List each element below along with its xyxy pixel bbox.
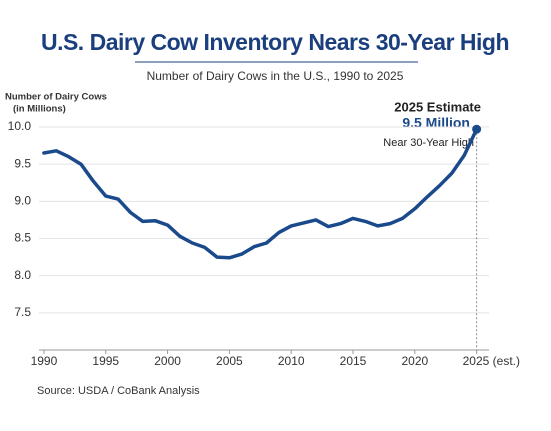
y-tick-label: 8.0: [14, 268, 31, 282]
x-tick-label: 2005: [216, 354, 243, 368]
x-tick-label: 2000: [154, 354, 181, 368]
source: Source: USDA / CoBank Analysis: [37, 385, 200, 397]
y-axis-label: Number of Dairy Cows: [5, 92, 107, 103]
y-tick-label: 9.0: [14, 194, 31, 208]
annotation: 9.5 Million: [402, 115, 470, 131]
line-series: [42, 127, 479, 260]
chart-subtitle: Number of Dairy Cows in the U.S., 1990 t…: [147, 69, 404, 83]
chart-title: U.S. Dairy Cow Inventory Nears 30-Year H…: [41, 29, 509, 55]
x-tick-label: 2010: [278, 354, 305, 368]
y-tick-label: 10.0: [8, 119, 32, 133]
x-tick-label: 1990: [31, 354, 58, 368]
x-tick-label: 2020: [401, 354, 428, 368]
y-axis-label: (in Millions): [13, 104, 66, 115]
y-tick-label: 7.5: [14, 305, 31, 319]
x-tick-label: 1995: [92, 354, 119, 368]
end-point: [472, 124, 482, 134]
x-tick-label: 2025 (est.): [463, 354, 520, 368]
y-tick-label: 9.5: [14, 156, 31, 170]
y-tick-label: 8.5: [14, 231, 31, 245]
x-tick-label: 2015: [340, 354, 367, 368]
annotation: Near 30-Year High: [383, 137, 474, 149]
annotation: 2025 Estimate: [394, 99, 481, 114]
